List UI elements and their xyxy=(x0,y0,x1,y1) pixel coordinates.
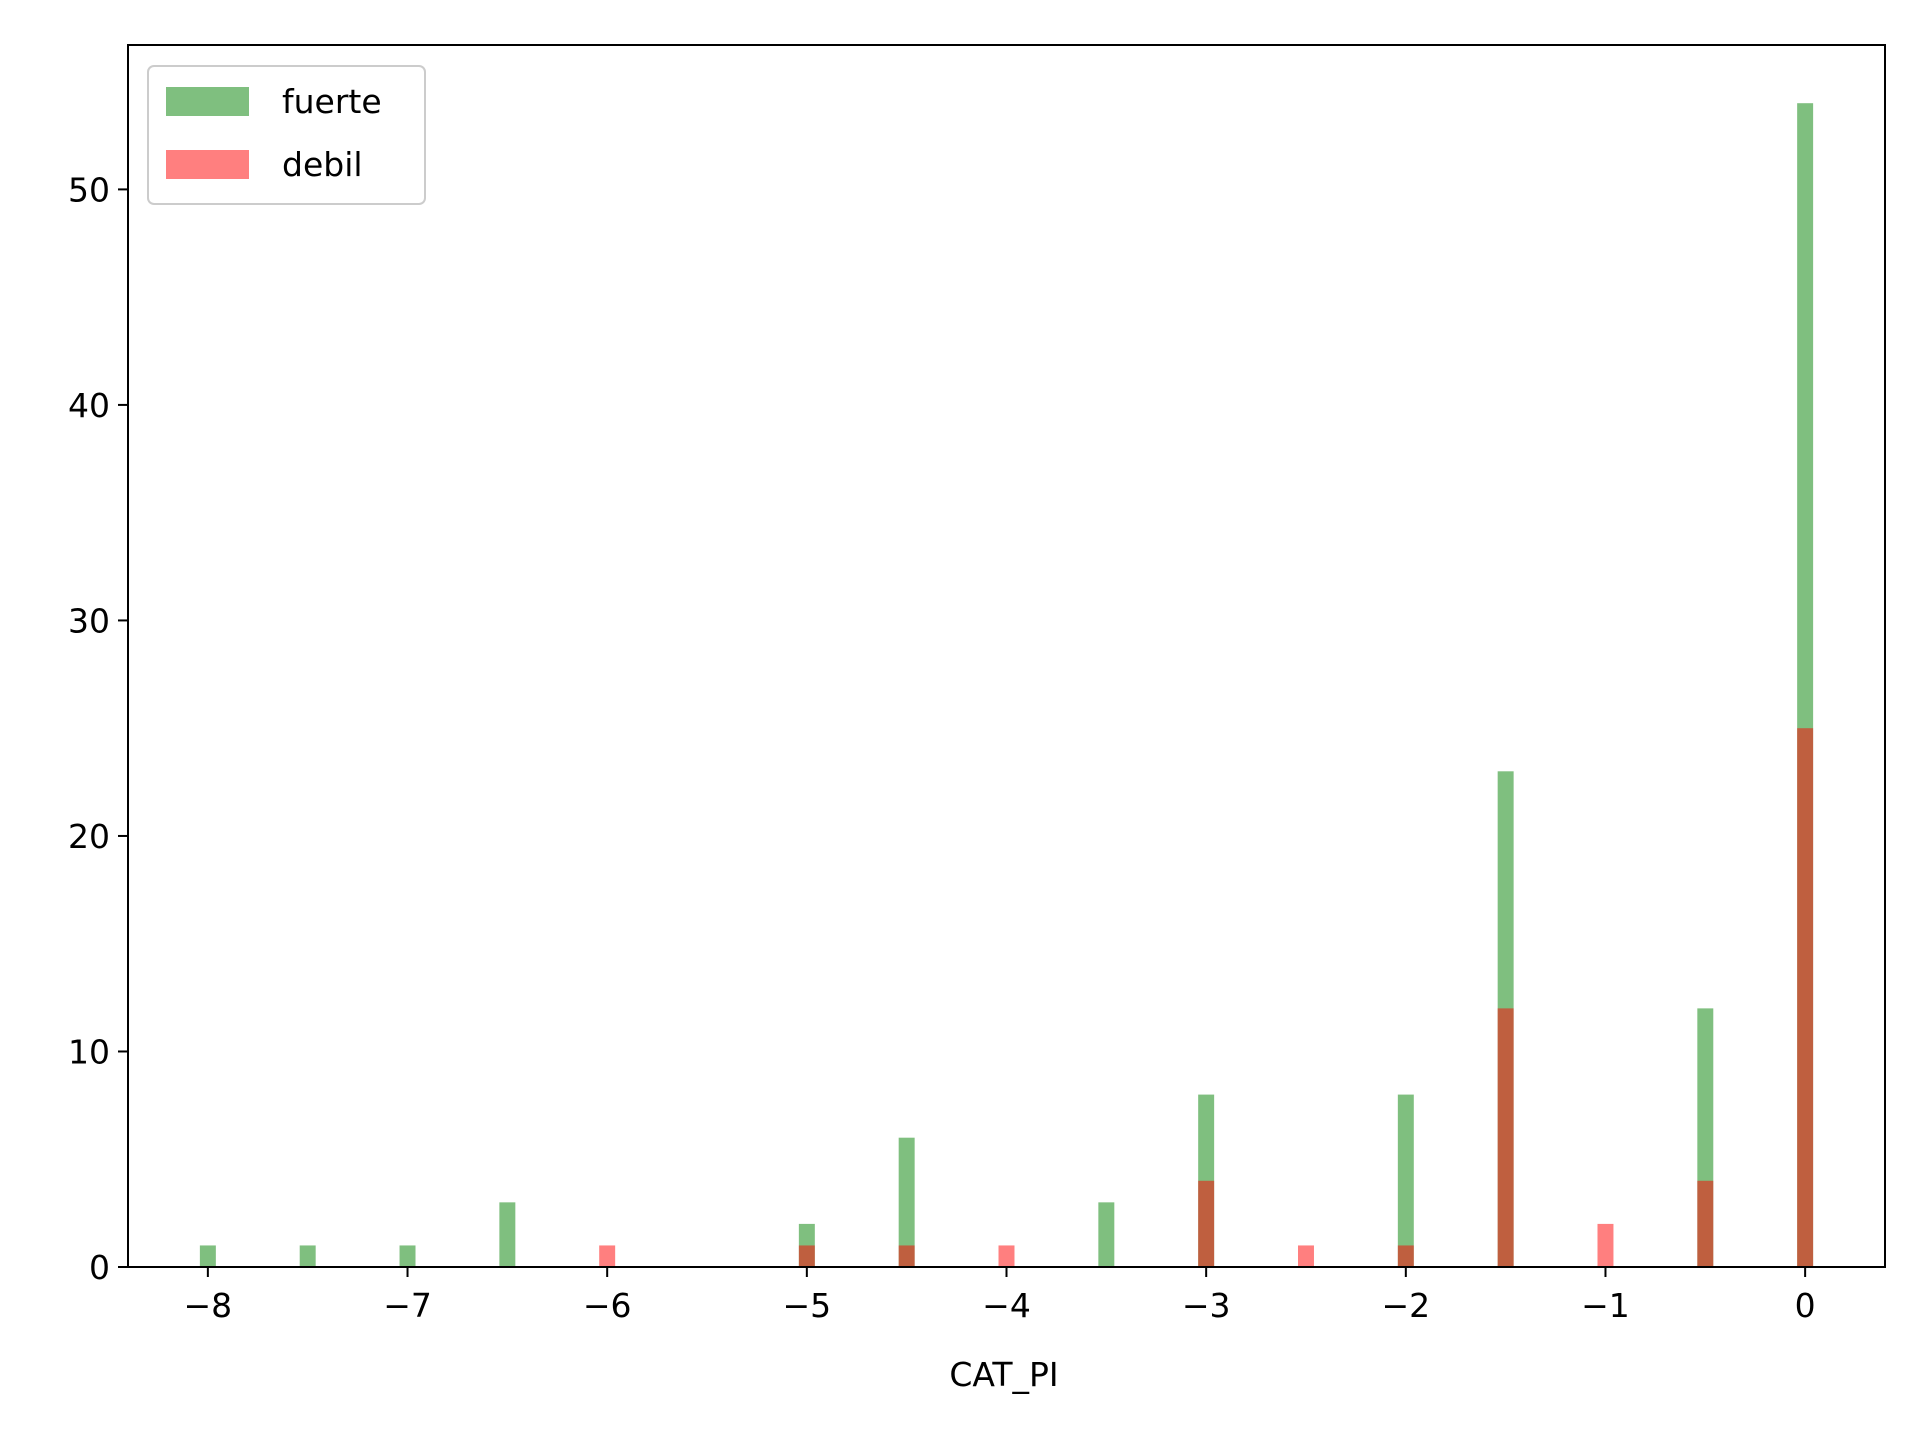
y-tick-label: 40 xyxy=(68,386,110,425)
y-axis: 0 10 20 30 40 50 xyxy=(68,170,128,1287)
legend-label-debil: debil xyxy=(282,145,363,184)
x-tick-label: −3 xyxy=(1182,1286,1231,1325)
bar-debil-1 xyxy=(798,1245,815,1267)
x-axis: −8 −7 −6 −5 −4 −3 −2 −1 0 xyxy=(184,1267,1816,1325)
x-axis-label: CAT_PI xyxy=(949,1355,1058,1394)
bar-debil-2 xyxy=(898,1245,915,1267)
bar-debil-3 xyxy=(998,1245,1015,1267)
y-tick-label: 20 xyxy=(68,817,110,856)
bar-fuerte-5 xyxy=(898,1137,915,1267)
bar-debil-10 xyxy=(1797,728,1814,1267)
y-tick-label: 30 xyxy=(68,601,110,640)
y-tick-label: 50 xyxy=(68,170,110,209)
bar-debil-8 xyxy=(1597,1223,1614,1267)
bar-debil-4 xyxy=(1198,1180,1215,1267)
legend-swatch-fuerte xyxy=(166,87,249,116)
bar-debil-0 xyxy=(599,1245,616,1267)
x-tick-label: −6 xyxy=(583,1286,632,1325)
x-tick-label: −2 xyxy=(1381,1286,1430,1325)
bar-fuerte-2 xyxy=(399,1245,416,1267)
y-tick-label: 10 xyxy=(68,1032,110,1071)
x-tick-label: −1 xyxy=(1581,1286,1630,1325)
legend-label-fuerte: fuerte xyxy=(282,82,382,121)
legend: fuerte debil xyxy=(147,65,426,205)
bar-fuerte-6 xyxy=(1098,1202,1115,1267)
bar-debil-7 xyxy=(1497,1008,1514,1267)
y-tick-label: 0 xyxy=(89,1248,110,1287)
x-tick-label: −7 xyxy=(383,1286,432,1325)
x-tick-label: −8 xyxy=(184,1286,233,1325)
legend-swatch-debil xyxy=(166,150,249,179)
x-tick-label: −4 xyxy=(982,1286,1031,1325)
bar-debil-5 xyxy=(1298,1245,1314,1267)
bars-layer xyxy=(199,103,1814,1268)
bar-debil-9 xyxy=(1697,1180,1714,1267)
bar-fuerte-1 xyxy=(299,1245,316,1267)
bar-debil-6 xyxy=(1397,1245,1414,1267)
x-tick-label: 0 xyxy=(1795,1286,1816,1325)
bar-fuerte-8 xyxy=(1397,1094,1414,1267)
x-tick-label: −5 xyxy=(783,1286,832,1325)
bar-fuerte-0 xyxy=(199,1245,216,1267)
bar-fuerte-3 xyxy=(499,1202,516,1267)
